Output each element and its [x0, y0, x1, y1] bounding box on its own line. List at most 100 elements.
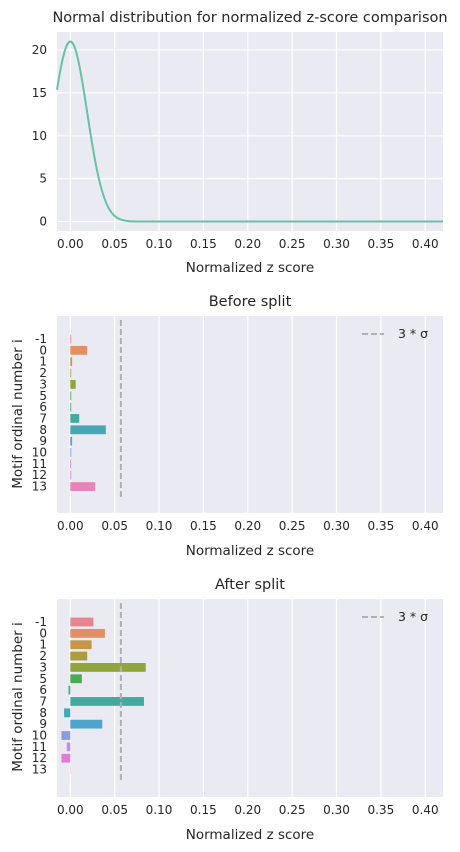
x-tick-label: 0.30	[323, 519, 350, 533]
bar-motif-5	[70, 674, 82, 684]
panel3-y-axis-label: Motif ordinal number i	[10, 622, 26, 772]
y-tick-label: 13	[32, 480, 47, 494]
bar-motif-9	[70, 436, 73, 446]
bar-motif-6	[70, 402, 72, 412]
x-tick-label: 0.20	[234, 237, 261, 251]
x-tick-label: 0.35	[368, 519, 395, 533]
bar-motif-10	[70, 448, 72, 457]
x-tick-label: 0.25	[279, 803, 306, 817]
y-tick-label: 13	[32, 763, 47, 777]
x-tick-label: 0.15	[190, 237, 217, 251]
y-tick-label: 10	[32, 129, 47, 143]
y-tick-label: 1	[39, 638, 47, 652]
panel2-x-axis-label: Normalized z score	[186, 543, 315, 559]
panel1-y-ticks: 0 5 10 15 20	[32, 43, 47, 229]
y-tick-label: 11	[32, 740, 47, 754]
x-tick-label: 0.35	[368, 803, 395, 817]
y-tick-label: 12	[32, 468, 47, 482]
x-tick-label: 0.20	[234, 803, 261, 817]
x-tick-label: 0.05	[101, 803, 128, 817]
x-tick-label: 0.20	[234, 519, 261, 533]
y-tick-label: 5	[39, 172, 47, 186]
bar-motif-8	[64, 708, 71, 718]
panel1-x-axis-label: Normalized z score	[186, 260, 315, 276]
bar-motif-13	[70, 482, 96, 491]
y-tick-label: 0	[39, 343, 47, 357]
x-tick-label: 0.40	[412, 237, 439, 251]
y-tick-label: 10	[32, 729, 47, 743]
bar-motif-11	[70, 459, 72, 469]
y-tick-label: -1	[35, 332, 47, 346]
panel3-legend: 3 * σ	[362, 609, 428, 624]
bar-motif-2	[70, 651, 88, 661]
x-tick-label: 0.00	[57, 237, 84, 251]
y-tick-label: 8	[39, 423, 47, 437]
y-tick-label: 7	[39, 411, 47, 425]
panel3-content	[61, 603, 146, 782]
bar-motif-1	[70, 357, 73, 367]
y-tick-label: 0	[39, 215, 47, 229]
y-tick-label: 8	[39, 706, 47, 720]
x-tick-label: 0.40	[412, 803, 439, 817]
y-tick-label: 5	[39, 672, 47, 686]
bar-motif-3	[70, 663, 146, 672]
x-tick-label: 0.15	[190, 803, 217, 817]
legend-label: 3 * σ	[398, 609, 428, 624]
panel1-plot-area	[57, 32, 443, 231]
bar-motif-6	[68, 685, 71, 695]
y-tick-label: 10	[32, 446, 47, 460]
y-tick-label: 9	[39, 717, 47, 731]
y-tick-label: 9	[39, 434, 47, 448]
after-split-panel: After split 0.00 0.05 0.10 0.15 0.20 0.25 0.30…	[10, 577, 443, 843]
y-tick-label: 3	[39, 660, 47, 674]
x-tick-label: 0.25	[279, 519, 306, 533]
panel3-x-ticks: 0.00 0.05 0.10 0.15 0.20 0.25 0.30 0.35 0.40	[57, 803, 439, 817]
x-tick-label: 0.05	[101, 519, 128, 533]
bar-motif-12	[61, 753, 71, 763]
x-tick-label: 0.30	[323, 803, 350, 817]
bar-motif--1	[70, 334, 72, 344]
before-split-panel: Before split 0.00 0.05 0.10 0.15 0.20 0.25 0.3…	[10, 294, 443, 559]
x-tick-label: 0.00	[57, 519, 84, 533]
bar-motif--1	[70, 617, 94, 627]
y-tick-label: 3	[39, 377, 47, 391]
bar-motif-3	[70, 380, 76, 389]
y-tick-label: 1	[39, 355, 47, 369]
bar-motif-11	[66, 742, 71, 752]
y-tick-label: 12	[32, 751, 47, 765]
panel2-y-axis-label: Motif ordinal number i	[10, 339, 26, 489]
panel3-title: After split	[215, 577, 285, 593]
bar-motif-9	[70, 719, 103, 729]
x-tick-label: 0.10	[146, 803, 173, 817]
x-tick-label: 0.15	[190, 519, 217, 533]
x-tick-label: 0.35	[368, 237, 395, 251]
panel1-x-ticks: 0.00 0.05 0.10 0.15 0.20 0.25 0.30 0.35 0.40	[57, 237, 439, 251]
bar-motif-8	[70, 425, 106, 435]
panel2-legend: 3 * σ	[362, 326, 428, 341]
bar-motif-10	[61, 731, 71, 740]
y-tick-label: 6	[39, 683, 47, 697]
panel2-title: Before split	[209, 294, 292, 310]
y-tick-label: 2	[39, 366, 47, 380]
bar-motif-0	[70, 628, 105, 638]
y-tick-label: 7	[39, 694, 47, 708]
y-tick-label: 5	[39, 389, 47, 403]
bar-motif-12	[70, 470, 72, 480]
y-tick-label: 6	[39, 400, 47, 414]
bar-motif-7	[70, 414, 80, 423]
bar-motif-0	[70, 345, 88, 355]
y-tick-label: 11	[32, 457, 47, 471]
panel2-content	[70, 320, 122, 499]
y-tick-label: 0	[39, 626, 47, 640]
y-tick-label: 15	[32, 86, 47, 100]
normal-distribution-line	[56, 40, 443, 223]
normal-distribution-panel: Normal distribution for normalized z-sco…	[32, 10, 448, 276]
y-tick-label: 20	[32, 43, 47, 57]
bar-motif-2	[70, 368, 72, 378]
panel1-title: Normal distribution for normalized z-sco…	[52, 10, 447, 26]
x-tick-label: 0.05	[101, 237, 128, 251]
bar-motif-7	[70, 697, 144, 706]
x-tick-label: 0.10	[146, 237, 173, 251]
